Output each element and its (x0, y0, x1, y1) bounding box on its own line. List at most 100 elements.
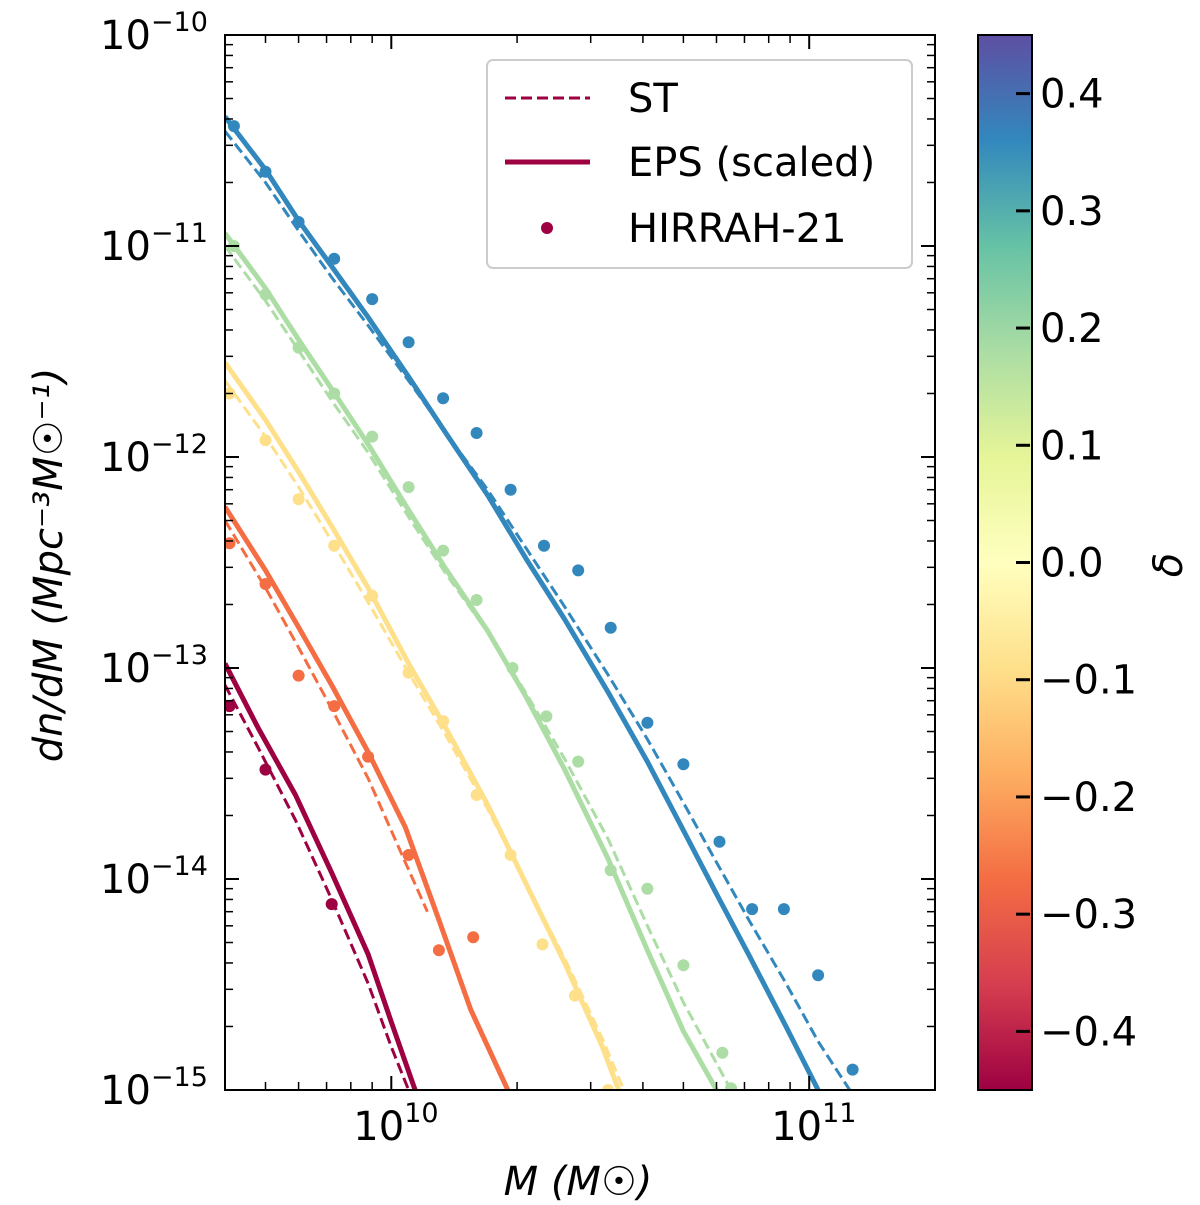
colorbar-tick-label: −0.3 (1040, 892, 1137, 938)
hirrah-point (604, 621, 617, 634)
hirrah-point (292, 341, 305, 354)
hirrah-point (536, 938, 549, 951)
hirrah-point (259, 763, 272, 776)
hirrah-point (812, 969, 825, 982)
hirrah-point (470, 427, 483, 439)
series-layer (225, 115, 859, 1090)
legend-eps-label: EPS (scaled) (628, 140, 875, 186)
hirrah-point (540, 710, 553, 723)
colorbar: −0.4 −0.3 −0.2 −0.1 0.0 0.1 0.2 0.3 0.4 δ (977, 34, 1192, 1091)
series-delta-0.2 (225, 231, 737, 1090)
hirrah-point (402, 666, 415, 679)
eps-line (225, 361, 622, 1090)
hirrah-point (677, 758, 690, 771)
y-tick-label: 10−12 (100, 429, 208, 481)
plot-frame (224, 34, 936, 1091)
hirrah-point (846, 1063, 859, 1076)
hirrah-point (366, 293, 379, 306)
hirrah-point (259, 578, 272, 590)
hirrah-point (437, 392, 450, 405)
hirrah-point (292, 669, 305, 682)
hirrah-point (713, 835, 726, 848)
hirrah-point (227, 120, 240, 133)
hirrah-point (362, 750, 375, 763)
hirrah-point (259, 434, 272, 447)
x-axis-label-text: M (M☉) (504, 1159, 653, 1205)
x-axis-label: M (M☉) (504, 1159, 653, 1205)
hirrah-point (572, 755, 585, 768)
st-line (225, 379, 626, 1090)
hirrah-point (641, 716, 654, 729)
hirrah-point (746, 903, 759, 916)
axes-layer: 10−10 10−11 10−12 10−13 10−14 10−15 1010 1011 (100, 7, 936, 1150)
series-delta--0.4 (225, 662, 418, 1090)
hirrah-point (366, 430, 379, 443)
hirrah-point (504, 483, 517, 496)
hirrah-point (432, 944, 445, 957)
x-tick-label: 1011 (771, 1098, 856, 1150)
hirrah-point (777, 903, 790, 916)
y-axis-label-text: dn/dM (Mpc⁻³M☉⁻¹) (26, 368, 72, 763)
st-line (225, 245, 733, 1090)
y-tick-label: 10−13 (100, 640, 208, 692)
series-delta-0 (225, 361, 647, 1090)
colorbar-tick-label: −0.2 (1040, 775, 1137, 821)
series-delta--0.2 (225, 505, 511, 1090)
hirrah-point (437, 544, 450, 557)
legend-box (486, 59, 913, 269)
colorbar-ticks: −0.4 −0.3 −0.2 −0.1 0.0 0.1 0.2 0.3 0.4 (1016, 72, 1137, 1055)
hirrah-point (538, 539, 550, 552)
colorbar-tick-label: 0.3 (1040, 189, 1104, 235)
st-line (225, 684, 410, 1090)
hirrah-point (602, 1084, 614, 1090)
y-tick-label: 10−15 (100, 1062, 208, 1114)
hirrah-point (641, 882, 654, 895)
hirrah-point (467, 931, 480, 944)
hirrah-point (725, 1082, 737, 1090)
colorbar-tick-label: 0.0 (1040, 541, 1104, 587)
hirrah-point (402, 849, 415, 861)
y-tick-label: 10−10 (100, 7, 208, 59)
hirrah-point (437, 715, 450, 728)
colorbar-tick-label: −0.1 (1040, 658, 1137, 704)
hirrah-point (328, 700, 341, 713)
hirrah-point (225, 700, 236, 713)
hirrah-point (504, 849, 517, 861)
hirrah-point (292, 493, 305, 506)
hirrah-point (470, 789, 483, 801)
legend-st-label: ST (628, 76, 678, 122)
x-tick-label: 1010 (353, 1098, 438, 1150)
hirrah-point (677, 959, 690, 972)
hirrah-point (604, 864, 617, 877)
hirrah-point (259, 288, 272, 301)
colorbar-tick-label: 0.4 (1040, 72, 1104, 118)
hirrah-point (292, 216, 305, 228)
colorbar-label: δ (1146, 553, 1192, 577)
series-delta-0.4 (225, 115, 859, 1090)
hirrah-point (572, 564, 585, 577)
hirrah-point (328, 387, 341, 400)
colorbar-tick-label: 0.2 (1040, 306, 1104, 352)
colorbar-tick-label: 0.1 (1040, 423, 1104, 469)
y-axis-label: dn/dM (Mpc⁻³M☉⁻¹) (26, 368, 72, 763)
hirrah-point (402, 336, 415, 349)
eps-line (225, 662, 418, 1090)
st-line (225, 130, 851, 1090)
hirrah-point (716, 1046, 729, 1059)
colorbar-tick-label: −0.4 (1040, 1009, 1137, 1055)
hirrah-point (259, 165, 272, 178)
hirrah-point (328, 539, 341, 552)
legend-hirrah-label: HIRRAH-21 (628, 206, 847, 252)
y-tick-label: 10−14 (100, 851, 208, 903)
eps-line (225, 115, 821, 1090)
hirrah-point (470, 594, 483, 606)
legend: ST EPS (scaled) HIRRAH-21 (486, 59, 913, 269)
hirrah-point (402, 481, 415, 494)
hirrah-point (506, 662, 519, 674)
y-tick-label: 10−11 (100, 218, 208, 270)
hirrah-point (328, 252, 341, 265)
hirrah-point (325, 898, 338, 911)
legend-hirrah-marker (541, 222, 553, 234)
hirrah-point (568, 989, 581, 1002)
